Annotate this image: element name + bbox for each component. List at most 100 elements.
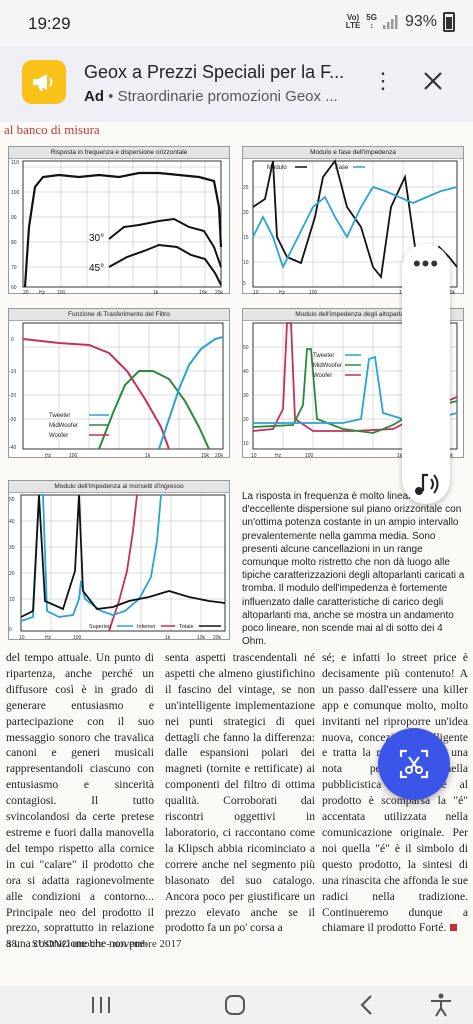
svg-text:Hz: Hz [279, 290, 286, 295]
svg-text:5: 5 [243, 281, 246, 287]
section-heading: al banco di misura [4, 122, 100, 137]
svg-text:Superiori: Superiori [89, 624, 111, 630]
screenshot-cut-button[interactable] [378, 728, 450, 800]
svg-text:-10: -10 [9, 369, 16, 375]
svg-text:100: 100 [69, 453, 78, 459]
svg-text:25: 25 [243, 185, 249, 191]
svg-text:20: 20 [243, 210, 249, 216]
article-body: del tempo attuale. Un punto di ripartenz… [6, 650, 468, 950]
svg-text:-30: -30 [9, 417, 16, 423]
filter-transfer-chart: Tweeter MidWoofer Woofer 0 -10 -20 -30 -40… [8, 308, 230, 459]
magazine-issue: SUONO ottobre - novembre 2017 [31, 938, 182, 950]
svg-text:Hz: Hz [39, 290, 46, 295]
ad-subtitle: Ad • Straordinarie promozioni Geox ... [84, 88, 338, 105]
home-icon[interactable] [220, 992, 250, 1018]
svg-text:Woofer: Woofer [49, 433, 68, 439]
svg-text:-20: -20 [9, 393, 16, 399]
svg-text:10: 10 [9, 597, 15, 603]
svg-text:60: 60 [11, 285, 17, 291]
svg-text:20: 20 [9, 571, 15, 577]
svg-text:-40: -40 [9, 445, 16, 451]
battery-percent: 93% [404, 13, 437, 30]
more-icon[interactable]: ••• [412, 251, 440, 276]
svg-text:70: 70 [11, 265, 17, 271]
more-options-icon[interactable]: ⋮ [372, 68, 394, 93]
volte-indicator: Vo) LTE [345, 13, 361, 30]
accessibility-icon[interactable] [426, 992, 456, 1018]
chart3-title: Funzione di Trasferimento del Filtro [9, 309, 229, 321]
svg-text:100: 100 [11, 190, 20, 196]
chart1-label-30: 30° [89, 233, 104, 244]
svg-text:20: 20 [243, 417, 249, 423]
svg-text:Hz: Hz [275, 453, 282, 459]
svg-text:10: 10 [253, 290, 259, 295]
svg-text:Tweeter: Tweeter [313, 353, 334, 359]
recent-apps-icon[interactable] [86, 992, 116, 1018]
svg-text:MidWoofer: MidWoofer [313, 363, 342, 369]
read-aloud-icon[interactable] [410, 469, 442, 499]
ad-title[interactable]: Geox a Prezzi Speciali per la F... [84, 62, 345, 82]
svg-text:Fase: Fase [335, 165, 349, 171]
magazine-page: al banco di misura 30° 45° 110 100 90 80 7 [0, 122, 473, 986]
ad-badge: Ad [84, 88, 104, 105]
svg-text:1k: 1k [397, 453, 403, 459]
frequency-response-chart: 30° 45° 110 100 90 80 70 60 20 Hz 100 1k 10k 2… [8, 146, 230, 295]
svg-text:10: 10 [243, 260, 249, 266]
svg-text:10: 10 [19, 635, 25, 641]
svg-text:50: 50 [243, 345, 249, 351]
svg-text:20: 20 [23, 290, 29, 295]
page-number: 88 [6, 938, 17, 950]
svg-text:30: 30 [9, 545, 15, 551]
reader-side-panel[interactable]: ••• [402, 244, 450, 504]
svg-text:10k: 10k [197, 635, 206, 641]
svg-text:40: 40 [243, 369, 249, 375]
svg-text:Totale: Totale [179, 624, 194, 630]
svg-text:Hz: Hz [45, 453, 52, 459]
svg-text:20k: 20k [447, 290, 456, 295]
svg-text:40: 40 [9, 519, 15, 525]
svg-text:0: 0 [11, 337, 14, 343]
system-nav-bar [0, 986, 473, 1024]
megaphone-icon [22, 60, 66, 104]
svg-text:110: 110 [11, 160, 19, 166]
svg-text:80: 80 [11, 240, 17, 246]
svg-text:20k: 20k [215, 453, 224, 459]
battery-icon [443, 12, 455, 32]
svg-text:100: 100 [57, 290, 66, 295]
back-icon[interactable] [352, 992, 382, 1018]
svg-text:MidWoofer: MidWoofer [49, 423, 78, 429]
svg-text:10: 10 [243, 441, 249, 447]
chart1-label-45: 45° [89, 263, 104, 274]
chart-caption: La risposta in frequenza è molto lineare… [242, 491, 465, 648]
chart2-title: Modulo e fase dell'impedenza [243, 147, 463, 159]
input-impedance-chart: Superiori Inferiori Totale 50 40 30 20 10 0… [8, 480, 230, 641]
svg-text:10: 10 [251, 453, 257, 459]
svg-text:1k: 1k [153, 290, 159, 295]
svg-text:1k: 1k [399, 290, 405, 295]
signal-icon [382, 15, 398, 29]
svg-text:Hz: Hz [45, 635, 52, 641]
svg-text:100: 100 [305, 453, 314, 459]
svg-text:1k: 1k [165, 635, 171, 641]
page-footer: 88 SUONO ottobre - novembre 2017 [6, 938, 181, 950]
filter-transfer-plot: Tweeter MidWoofer Woofer 0 -10 -20 -30 -40… [9, 322, 224, 459]
status-icons: Vo) LTE 5G ↕ 93% [346, 12, 455, 32]
chart1-title: Risposta in frequenza e dispersione oriz… [9, 147, 229, 159]
svg-text:15: 15 [243, 235, 249, 241]
svg-text:10k: 10k [199, 290, 208, 295]
svg-text:0: 0 [9, 627, 12, 633]
svg-text:90: 90 [11, 215, 17, 221]
svg-text:Modulo: Modulo [267, 165, 287, 171]
network-indicator: 5G ↕ [366, 13, 377, 30]
ad-banner[interactable]: Geox a Prezzi Speciali per la F... Ad • … [0, 46, 473, 122]
svg-text:100: 100 [73, 635, 82, 641]
svg-text:20k: 20k [213, 635, 222, 641]
svg-text:1k: 1k [145, 453, 151, 459]
article-column-1: del tempo attuale. Un punto di ripartenz… [6, 651, 154, 951]
status-time: 19:29 [28, 14, 71, 33]
close-icon[interactable] [418, 66, 448, 96]
chart5-title: Modulo dell'impedenza ai morsetti d'ingr… [9, 481, 229, 493]
end-mark [450, 924, 458, 932]
svg-text:Inferiori: Inferiori [137, 624, 155, 630]
